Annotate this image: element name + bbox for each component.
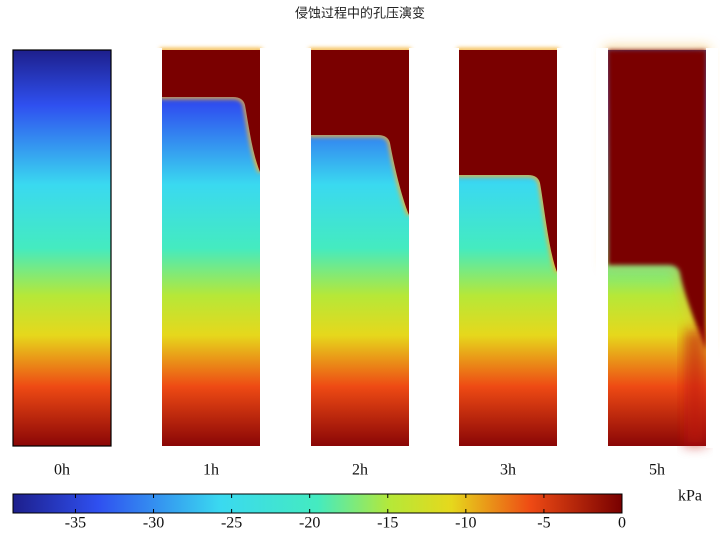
tick-label: 0 [618,515,626,532]
clip-edge [409,48,421,448]
tick-label: -15 [377,515,398,532]
saturated-zone [608,50,706,350]
colorbar-scale [12,493,623,514]
colorbar-unit: kPa [678,488,702,505]
clip-edge [557,48,569,448]
tick-label: -30 [143,515,164,532]
panels: 0h 1h 2h 3h 5h [12,48,718,479]
frame [12,49,112,447]
tick-label: -25 [221,515,242,532]
colorbar: kPa -35 -30 -25 -20 -15 -10 -5 0 [12,488,702,532]
clip-edge [706,48,718,448]
clip-edge [299,48,311,448]
clip-edge [260,48,272,448]
saturated-zone [311,50,409,215]
tick-label: -5 [537,515,550,532]
panel: 2h [299,48,421,479]
panel-label: 3h [500,462,516,479]
right-fade [684,330,706,446]
panel: 0h [12,49,112,479]
tick-label: -35 [65,515,86,532]
saturated-zone [162,50,260,172]
saturated-zone [459,50,557,272]
clip-edge [447,48,459,448]
field [162,50,260,446]
panel: 3h [447,48,569,479]
tick-label: -10 [455,515,476,532]
tick-label: -20 [299,515,320,532]
field [13,50,111,446]
panel-label: 2h [352,462,368,479]
panel-label: 5h [649,462,665,479]
panel: 1h [150,48,272,479]
panel-label: 0h [54,462,70,479]
panel: 5h [596,48,718,479]
clip-edge [596,48,608,448]
panel-label: 1h [203,462,219,479]
clip-edge [150,48,162,448]
figure-title: 侵蚀过程中的孔压演变 [295,6,425,22]
